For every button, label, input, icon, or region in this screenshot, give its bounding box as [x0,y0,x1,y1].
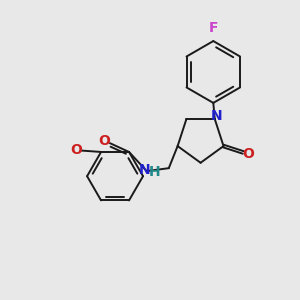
Text: O: O [70,143,82,157]
Text: O: O [99,134,110,148]
Text: O: O [242,147,254,161]
Text: F: F [208,21,218,34]
Text: H: H [148,165,160,179]
Text: N: N [139,163,150,177]
Text: N: N [210,109,222,122]
